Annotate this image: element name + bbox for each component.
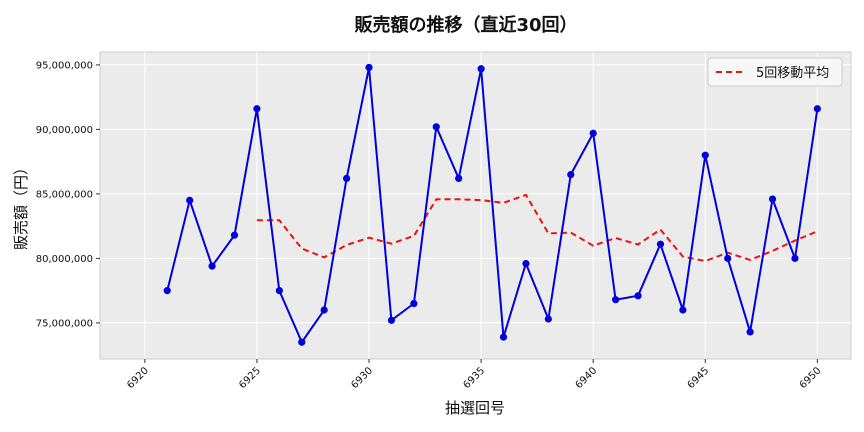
x-tick-label: 6925	[237, 365, 263, 391]
y-tick-label: 95,000,000	[36, 60, 93, 71]
sales-point	[544, 315, 552, 323]
sales-point	[163, 287, 171, 295]
sales-point	[701, 151, 709, 159]
sales-point	[432, 123, 440, 131]
sales-point	[567, 170, 575, 179]
x-tick-label: 6945	[686, 365, 712, 391]
sales-point	[365, 63, 373, 72]
sales-point	[298, 338, 306, 346]
plot-background	[99, 51, 852, 360]
sales-point	[679, 306, 687, 314]
sales-point	[612, 296, 620, 304]
moving-average-line	[256, 193, 818, 263]
sales-point	[477, 65, 485, 73]
sales-point	[320, 306, 328, 314]
series-layer	[163, 63, 821, 346]
x-tick-label: 6940	[574, 365, 600, 391]
sales-line	[166, 67, 819, 345]
x-tick-label: 6930	[349, 365, 375, 391]
sales-point	[342, 174, 351, 183]
y-tick-label: 75,000,000	[36, 318, 93, 329]
sales-point	[746, 328, 754, 336]
x-tick-label: 6950	[798, 365, 824, 391]
sales-point	[387, 316, 396, 324]
sales-point	[768, 195, 777, 203]
x-axis-label: 抽選回号	[445, 399, 505, 417]
sales-point	[589, 129, 597, 137]
sales-point	[186, 196, 194, 204]
sales-point	[208, 262, 216, 270]
sales-point	[634, 292, 642, 300]
legend-box	[707, 57, 843, 87]
legend: 5回移動平均	[707, 57, 843, 87]
y-tick-label: 85,000,000	[36, 189, 93, 200]
legend-label-moving-average: 5回移動平均	[756, 66, 829, 81]
sales-point	[791, 254, 799, 262]
chart-title: 販売額の推移（直近30回）	[354, 14, 577, 36]
x-tick-layer: 6920 6925 6930 6935 6940 6945 6950	[125, 359, 823, 391]
sales-point	[724, 254, 732, 262]
sales-point	[410, 299, 418, 308]
sales-point	[813, 105, 821, 113]
sales-point	[455, 174, 463, 183]
sales-point	[522, 259, 530, 268]
sales-point	[230, 231, 239, 239]
x-tick-label: 6935	[461, 365, 487, 391]
grid-layer	[100, 52, 851, 359]
y-tick-layer: 75,000,000 80,000,000 85,000,000 90,000,000…	[36, 60, 100, 329]
sales-point	[656, 240, 665, 248]
y-axis-label: 販売額（円）	[12, 160, 30, 250]
sales-point	[275, 287, 283, 295]
sales-point	[499, 333, 508, 341]
y-tick-label: 90,000,000	[36, 125, 93, 136]
sales-point	[253, 105, 261, 113]
y-tick-label: 80,000,000	[36, 254, 93, 265]
x-tick-label: 6920	[125, 365, 151, 391]
